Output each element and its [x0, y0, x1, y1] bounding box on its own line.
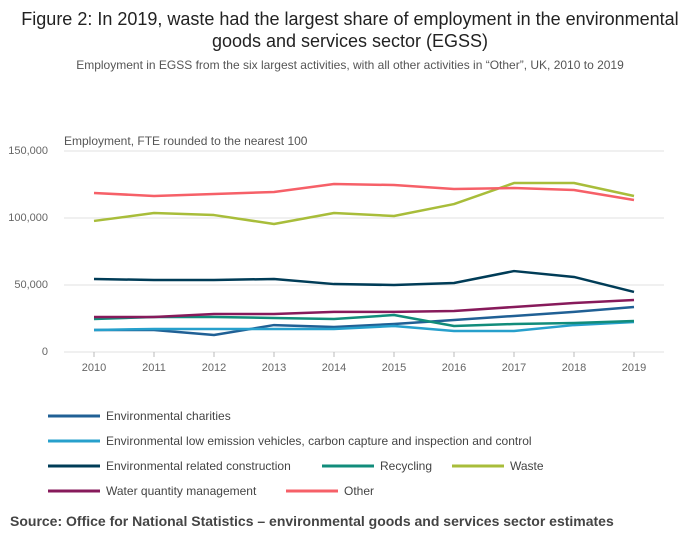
- series-line: [93, 269, 635, 294]
- legend-label: Environmental charities: [106, 409, 231, 423]
- y-axis-label: Employment, FTE rounded to the nearest 1…: [64, 134, 308, 148]
- x-tick-label: 2011: [142, 362, 166, 374]
- legend-label: Other: [344, 484, 374, 498]
- x-tick-label: 2016: [442, 362, 466, 374]
- x-tick-label: 2019: [622, 362, 646, 374]
- series-line: [93, 182, 635, 202]
- series-line: [94, 298, 635, 319]
- y-tick-label: 50,000: [14, 279, 48, 291]
- series-line: [93, 313, 635, 328]
- legend-label: Waste: [510, 459, 544, 473]
- chart-title: Figure 2: In 2019, waste had the largest…: [21, 9, 679, 51]
- series-line: [94, 305, 635, 337]
- x-tick-label: 2014: [322, 362, 346, 374]
- series-line: [93, 181, 635, 226]
- source: Source: Office for National Statistics –…: [10, 513, 614, 529]
- x-tick-label: 2010: [82, 362, 106, 374]
- x-tick-label: 2017: [502, 362, 526, 374]
- legend-label: Recycling: [380, 459, 432, 473]
- chart-subtitle: Employment in EGSS from the six largest …: [76, 58, 624, 72]
- series-line: [93, 320, 635, 333]
- x-tick-label: 2013: [262, 362, 286, 374]
- x-tick-label: 2018: [562, 362, 586, 374]
- y-tick-label: 100,000: [8, 212, 48, 224]
- legend-label: Environmental related construction: [106, 459, 291, 473]
- legend-label: Environmental low emission vehicles, car…: [106, 434, 532, 448]
- x-tick-label: 2012: [202, 362, 226, 374]
- y-tick-label: 150,000: [8, 145, 48, 157]
- legend-label: Water quantity management: [106, 484, 257, 498]
- y-tick-label: 0: [42, 346, 48, 358]
- x-tick-label: 2015: [382, 362, 406, 374]
